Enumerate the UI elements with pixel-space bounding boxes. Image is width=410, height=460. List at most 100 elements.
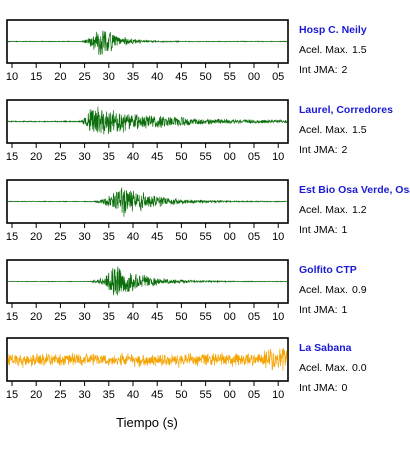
x-tick-label: 15 (30, 71, 42, 83)
x-tick-label: 25 (54, 231, 66, 243)
station-name: Laurel, Corredores (299, 104, 393, 116)
x-tick-label: 50 (175, 389, 187, 401)
x-tick-label: 45 (151, 311, 163, 323)
x-tick-label: 50 (175, 311, 187, 323)
accel-max-label: Acel. Max. (299, 44, 348, 56)
jma-value: 0 (342, 382, 348, 394)
x-tick-label: 25 (78, 71, 90, 83)
x-tick-label: 10 (272, 389, 284, 401)
x-tick-label: 20 (30, 151, 42, 163)
jma-intensity: Int JMA: 2 (299, 144, 348, 156)
x-tick-label: 35 (103, 231, 115, 243)
x-tick-label: 05 (248, 389, 260, 401)
x-tick-label: 15 (6, 389, 18, 401)
x-tick-label: 10 (272, 231, 284, 243)
waveform-trace (7, 30, 288, 55)
x-tick-label: 10 (272, 311, 284, 323)
x-tick-label: 15 (6, 311, 18, 323)
station-name: Hosp C. Neily (299, 24, 367, 36)
accel-max-label: Acel. Max. (299, 284, 348, 296)
x-tick-label: 30 (78, 151, 90, 163)
x-tick-label: 20 (30, 311, 42, 323)
accel-max-value: 1.5 (352, 124, 367, 136)
x-tick-label: 50 (175, 231, 187, 243)
x-tick-label: 30 (78, 389, 90, 401)
jma-intensity: Int JMA: 1 (299, 304, 348, 316)
x-tick-label: 55 (199, 151, 211, 163)
x-tick-label: 25 (54, 311, 66, 323)
x-tick-label: 35 (103, 389, 115, 401)
jma-value: 1 (342, 304, 348, 316)
x-tick-label: 00 (224, 311, 236, 323)
accel-max-value: 0.9 (352, 284, 367, 296)
station-name: La Sabana (299, 342, 352, 354)
seismogram-panel: 15 20 25 30 35 40 45 50 55 00 05 10 Golfito CTP Acel.… (6, 259, 367, 323)
seismogram-panel: 10 15 20 25 30 35 40 45 50 55 00 05 Hosp C. Neily Ace… (6, 19, 367, 83)
x-tick-label: 50 (199, 71, 211, 83)
x-tick-label: 00 (224, 231, 236, 243)
jma-intensity: Int JMA: 1 (299, 224, 348, 236)
accel-max: Acel. Max. 0.0 (299, 362, 367, 374)
waveform-trace (7, 266, 288, 296)
jma-label: Int JMA: (299, 64, 338, 76)
x-tick-label: 55 (224, 71, 236, 83)
x-tick-label: 50 (175, 151, 187, 163)
jma-label: Int JMA: (299, 144, 338, 156)
waveform-trace (7, 187, 288, 217)
x-tick-label: 15 (6, 151, 18, 163)
accel-max: Acel. Max. 1.2 (299, 204, 367, 216)
x-axis-title: Tiempo (s) (116, 415, 178, 430)
x-tick-label: 25 (54, 389, 66, 401)
seismogram-panel: 15 20 25 30 35 40 45 50 55 00 05 10 Laurel, Corredor… (6, 99, 393, 163)
jma-value: 2 (342, 64, 348, 76)
jma-label: Int JMA: (299, 304, 338, 316)
seismogram-panel: 15 20 25 30 35 40 45 50 55 00 05 10 La Sabana Acel. M… (6, 337, 367, 401)
seismogram-panel: 15 20 25 30 35 40 45 50 55 00 05 10 Est Bio Osa Verd… (6, 179, 410, 243)
jma-label: Int JMA: (299, 382, 338, 394)
x-tick-label: 10 (6, 71, 18, 83)
accel-max-label: Acel. Max. (299, 124, 348, 136)
x-tick-label: 35 (127, 71, 139, 83)
x-tick-label: 00 (248, 71, 260, 83)
x-tick-label: 40 (127, 311, 139, 323)
accel-max-label: Acel. Max. (299, 204, 348, 216)
x-tick-label: 40 (127, 389, 139, 401)
x-tick-label: 40 (151, 71, 163, 83)
waveform-trace (7, 348, 288, 372)
x-tick-label: 55 (199, 311, 211, 323)
x-tick-label: 45 (151, 231, 163, 243)
waveform-trace (7, 106, 288, 135)
x-tick-label: 25 (54, 151, 66, 163)
accel-max: Acel. Max. 1.5 (299, 44, 367, 56)
x-tick-label: 05 (248, 231, 260, 243)
station-name: Est Bio Osa Verde, Osa (299, 184, 410, 196)
x-tick-label: 45 (151, 389, 163, 401)
x-tick-label: 10 (272, 151, 284, 163)
accel-max-label: Acel. Max. (299, 362, 348, 374)
x-tick-label: 55 (199, 231, 211, 243)
x-tick-label: 30 (103, 71, 115, 83)
x-tick-label: 20 (30, 389, 42, 401)
x-tick-label: 00 (224, 151, 236, 163)
station-name: Golfito CTP (299, 264, 357, 276)
x-tick-label: 15 (6, 231, 18, 243)
jma-value: 1 (342, 224, 348, 236)
x-tick-label: 40 (127, 231, 139, 243)
accel-max: Acel. Max. 1.5 (299, 124, 367, 136)
jma-label: Int JMA: (299, 224, 338, 236)
x-tick-label: 20 (30, 231, 42, 243)
x-tick-label: 05 (272, 71, 284, 83)
x-tick-label: 35 (103, 311, 115, 323)
accel-max-value: 1.2 (352, 204, 367, 216)
x-tick-label: 20 (54, 71, 66, 83)
x-tick-label: 05 (248, 311, 260, 323)
jma-value: 2 (342, 144, 348, 156)
accel-max-value: 0.0 (352, 362, 367, 374)
x-tick-label: 40 (127, 151, 139, 163)
x-tick-label: 05 (248, 151, 260, 163)
x-tick-label: 30 (78, 311, 90, 323)
jma-intensity: Int JMA: 0 (299, 382, 348, 394)
x-tick-label: 55 (199, 389, 211, 401)
jma-intensity: Int JMA: 2 (299, 64, 348, 76)
